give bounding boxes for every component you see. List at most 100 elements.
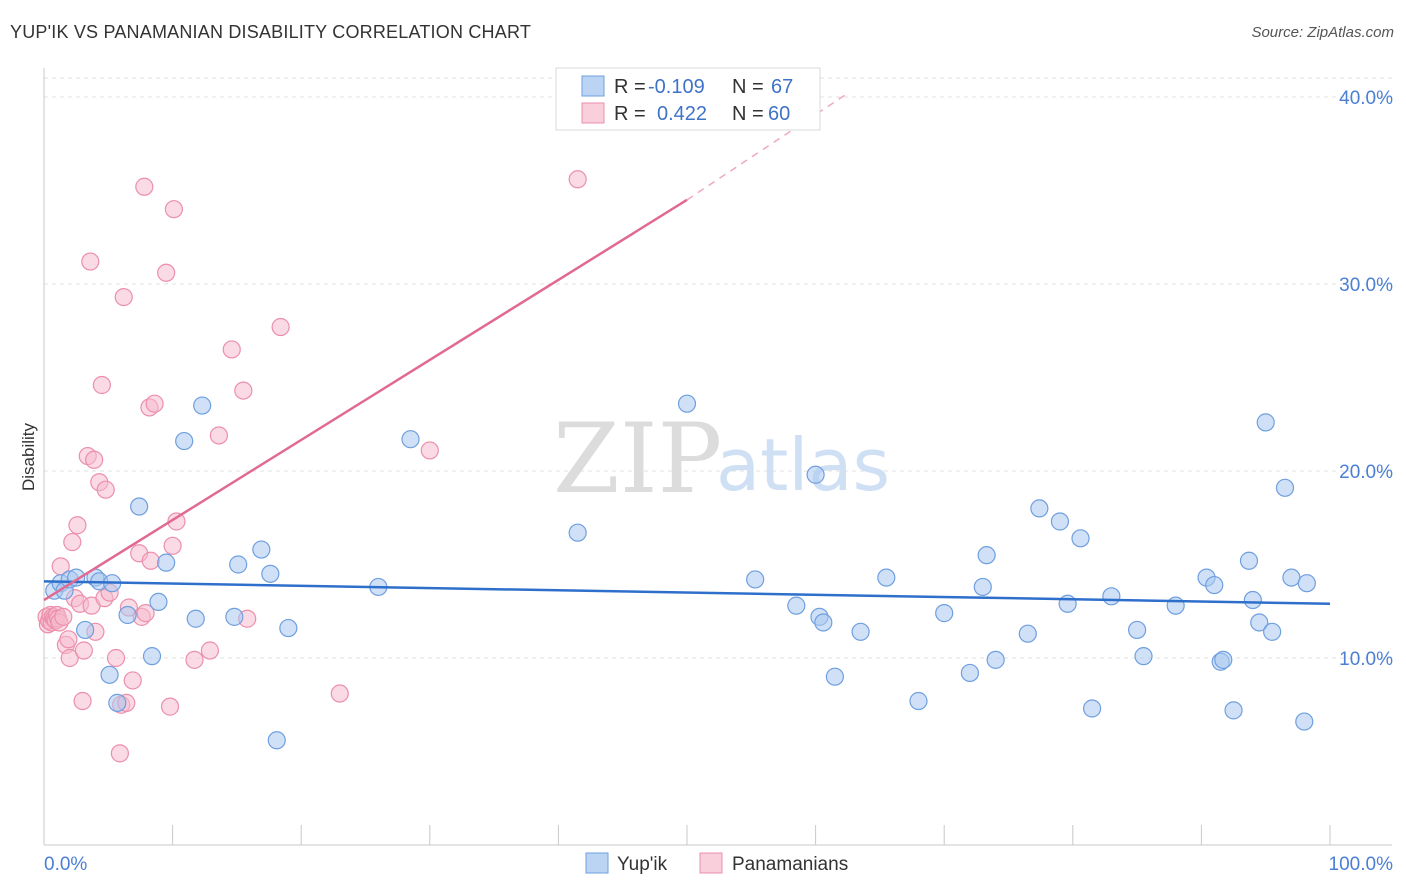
watermark-zip: ZIP xyxy=(553,403,722,515)
y-tick-labels: 10.0% 20.0% 30.0% 40.0% xyxy=(1339,88,1393,670)
bottom-legend-swatch-panamanians xyxy=(699,852,723,874)
yupik-point xyxy=(746,570,765,589)
axes xyxy=(43,68,1392,846)
yupik-point xyxy=(1243,590,1262,610)
yupik-point xyxy=(877,568,896,587)
yupik-point xyxy=(1166,596,1185,615)
legend-swatch-yupik xyxy=(581,75,605,97)
yupik-point xyxy=(1214,650,1233,669)
gridlines xyxy=(44,77,1392,659)
legend-n-label: N = xyxy=(732,76,764,98)
panamanians-point xyxy=(63,532,82,552)
yupik-point xyxy=(1239,551,1259,570)
yupik-point xyxy=(1030,499,1049,518)
y-tick-label: 10.0% xyxy=(1339,649,1393,670)
yupik-point xyxy=(1263,622,1282,641)
yupik-point xyxy=(108,693,127,712)
yupik-point xyxy=(806,465,825,484)
panamanians-point xyxy=(73,691,92,711)
yupik-point xyxy=(1250,613,1269,632)
watermark: ZIP atlas xyxy=(553,403,890,515)
panamanians-point xyxy=(136,604,155,623)
watermark-atlas: atlas xyxy=(716,423,890,507)
yupik-point xyxy=(100,665,119,684)
yupik-point xyxy=(568,523,587,542)
panamanians-point xyxy=(234,381,253,400)
y-tick-label: 40.0% xyxy=(1339,88,1393,109)
panamanians-point xyxy=(59,630,78,649)
yupik-point xyxy=(118,605,137,625)
bottom-legend-label-panamanians: Panamanians xyxy=(732,854,848,875)
chart-title: YUP'IK VS PANAMANIAN DISABILITY CORRELAT… xyxy=(10,22,532,42)
yupik-point xyxy=(851,622,870,641)
panamanians-point xyxy=(74,641,93,660)
yupik-point xyxy=(225,607,244,626)
yupik-point xyxy=(677,394,697,413)
yupik-point xyxy=(279,618,298,638)
legend-n-value: 67 xyxy=(771,76,793,98)
yupik-point xyxy=(1134,647,1153,666)
panamanians-point xyxy=(110,744,129,763)
panamanians-trend-line xyxy=(43,198,688,602)
panamanians-point xyxy=(160,697,180,716)
panamanians-point xyxy=(60,648,79,668)
panamanians-point xyxy=(163,536,182,555)
bottom-legend-swatch-yupik xyxy=(585,852,609,874)
panamanians-point xyxy=(81,252,100,271)
yupik-point xyxy=(401,430,420,449)
yupik-point xyxy=(261,564,280,583)
bottom-legend: Yup'ik Panamanians xyxy=(585,852,848,875)
panamanians-point xyxy=(420,441,439,460)
legend-swatch-panamanians xyxy=(581,102,605,124)
yupik-point xyxy=(149,592,168,612)
yupik-point xyxy=(1256,413,1275,432)
yupik-point xyxy=(1224,701,1243,720)
yupik-point xyxy=(186,609,205,628)
bottom-legend-label-yupik: Yup'ik xyxy=(617,854,668,875)
panamanians-point xyxy=(96,480,115,499)
y-tick-label: 30.0% xyxy=(1339,275,1393,296)
yupik-point xyxy=(1018,624,1037,643)
yupik-point xyxy=(252,540,271,559)
yupik-point xyxy=(973,577,992,597)
yupik-point xyxy=(1071,529,1090,548)
yupik-point xyxy=(814,613,833,632)
yupik-point xyxy=(825,667,844,686)
y-tick-label: 20.0% xyxy=(1339,462,1393,483)
yupik-point xyxy=(229,555,248,574)
legend: R = -0.109 N = 67 R = 0.422 N = 60 xyxy=(555,67,821,131)
panamanians-point xyxy=(106,648,126,668)
y-axis-label: Disability xyxy=(19,422,38,491)
yupik-point xyxy=(1058,594,1077,613)
yupik-point xyxy=(142,647,162,666)
yupik-point xyxy=(1295,712,1314,731)
panamanians-point xyxy=(141,551,160,570)
yupik-point xyxy=(960,663,980,683)
yupik-point xyxy=(977,546,996,565)
trend-lines xyxy=(43,92,1331,606)
panamanians-point xyxy=(222,340,241,359)
yupik-point xyxy=(175,431,194,451)
legend-r-value: 0.422 xyxy=(657,103,707,125)
yupik-point xyxy=(909,691,928,711)
yupik-point xyxy=(1127,620,1147,640)
yupik-point xyxy=(1050,512,1070,531)
x-tick-label-max: 100.0% xyxy=(1329,854,1394,875)
panamanians-trend-extension xyxy=(686,92,849,201)
yupik-point xyxy=(1275,478,1295,497)
source-label: Source: ZipAtlas.com xyxy=(1251,24,1394,41)
yupik-point xyxy=(130,497,149,516)
yupik-point xyxy=(76,620,95,640)
panamanians-point xyxy=(200,641,219,660)
yupik-point xyxy=(267,731,286,750)
panamanians-point xyxy=(157,263,176,282)
legend-r-label: R = xyxy=(614,103,646,125)
panamanians-point xyxy=(92,375,111,395)
panamanians-point xyxy=(135,177,154,196)
panamanians-point xyxy=(330,684,349,703)
panamanians-point xyxy=(68,516,87,535)
yupik-point xyxy=(935,604,954,623)
yupik-point xyxy=(986,650,1005,669)
yupik-point xyxy=(1297,574,1316,593)
